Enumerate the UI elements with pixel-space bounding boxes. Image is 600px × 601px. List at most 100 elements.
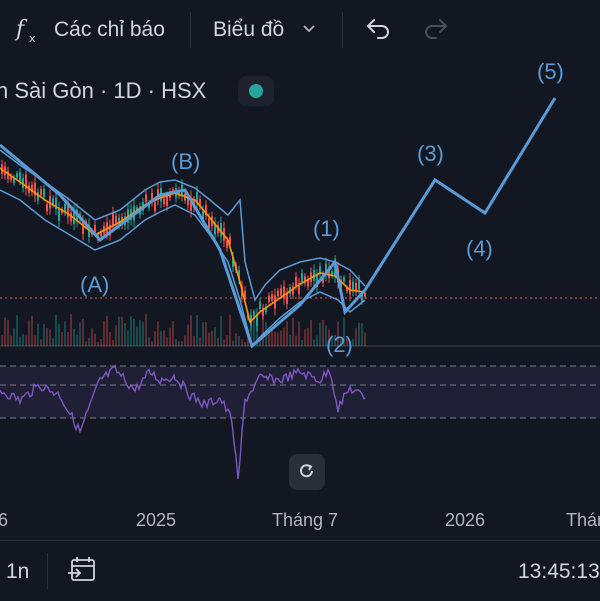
candle-body [295,276,297,286]
volume-bar [172,321,174,346]
candle-body [307,279,309,287]
bottom-toolbar: 1n 13:45:13 [0,540,600,601]
volume-bar [103,320,105,346]
candle-body [352,281,354,292]
candle-body [145,194,147,203]
volume-bar [148,337,150,346]
volume-bar [124,323,126,346]
candle-body [52,198,54,205]
volume-bar [31,316,33,346]
volume-bar [130,316,132,346]
toolbar-divider [342,12,343,48]
volume-bar [4,317,6,346]
volume-bar [58,324,60,346]
candle-body [64,204,66,212]
volume-bar [181,341,183,346]
undo-icon[interactable] [364,16,392,42]
volume-bar [112,340,114,346]
volume-bar [220,316,222,346]
toolbar-divider [190,12,191,48]
candle-body [229,236,231,245]
candle-body [301,273,303,282]
volume-bar [304,329,306,346]
volume-bar [145,314,147,346]
reset-icon [300,464,313,478]
candle-body [151,192,153,203]
symbol-legend[interactable]: n Sài Gòn · 1D · HSX [0,78,207,103]
candle-body [232,256,234,267]
candle-body [304,276,306,284]
volume-bar [154,331,156,346]
volume-bar [352,338,354,346]
volume-bar [94,333,96,346]
candle-body [178,189,180,197]
volume-bar [67,331,69,346]
volume-bar [70,314,72,346]
reset-chart-button[interactable] [289,454,325,490]
volume-bar [286,321,288,346]
volume-bar [355,328,357,346]
volume-bar [109,331,111,346]
volume-bar [295,335,297,346]
volume-bar [271,327,273,346]
indicators-button[interactable]: Các chỉ báo [54,18,165,41]
candle-body [268,295,270,303]
volume-bar [322,319,324,346]
volume-bar [88,337,90,346]
volume-bar [28,320,30,346]
volume-bar [238,335,240,346]
candle-body [157,189,159,200]
volume-bar [364,332,366,346]
goto-date-icon[interactable] [66,554,98,586]
volume-bar [280,330,282,346]
candle-body [10,175,12,181]
volume-bar [175,339,177,346]
redo-icon[interactable] [422,16,450,42]
volume-bar [235,333,237,346]
market-status-indicator[interactable] [238,76,274,106]
candle-body [13,177,15,183]
clock-readout: 13:45:13 [518,560,600,583]
volume-bar [157,321,159,346]
candle-body [82,221,84,234]
candle-body [298,283,300,295]
candle-body [265,306,267,312]
volume-bar [349,341,351,346]
candle-body [55,197,57,210]
candle-body [325,263,327,276]
wave-label-1: (1) [313,216,340,241]
volume-bar [79,322,81,346]
interval-button[interactable]: 1n [6,560,30,583]
volume-bar [292,317,294,346]
function-fx-icon[interactable]: f x [14,14,44,46]
elliott-wave-line [0,97,557,349]
candle-body [355,282,357,292]
candle-body [70,212,72,222]
volume-bar [325,325,327,346]
volume-bar [226,335,228,346]
wave-label-b: (B) [171,149,200,174]
candle-body [253,311,255,316]
volume-bar [37,323,39,346]
candle-body [94,225,96,233]
volume-bar [22,334,24,346]
candle-body [292,286,294,295]
toolbar-divider [47,553,48,589]
candle-body [202,210,204,221]
chevron-down-icon[interactable] [300,20,318,38]
volume-bar [301,340,303,346]
volume-bar [151,341,153,346]
price-chart[interactable]: (A) (B) (1) (2) (3) (4) (5) [0,0,600,540]
volume-bar [7,320,9,346]
volume-bar [223,339,225,346]
candle-body [238,270,240,280]
wave-label-2: (2) [326,332,353,357]
candle-body [37,192,39,201]
candle-body [220,223,222,237]
chart-type-button[interactable]: Biểu đồ [213,18,285,41]
volume-bar [178,341,180,346]
volume-bar [247,333,249,346]
x-axis-tick: Tháng [566,510,600,530]
volume-bar [202,322,204,346]
x-axis-tick: 2026 [445,510,486,530]
